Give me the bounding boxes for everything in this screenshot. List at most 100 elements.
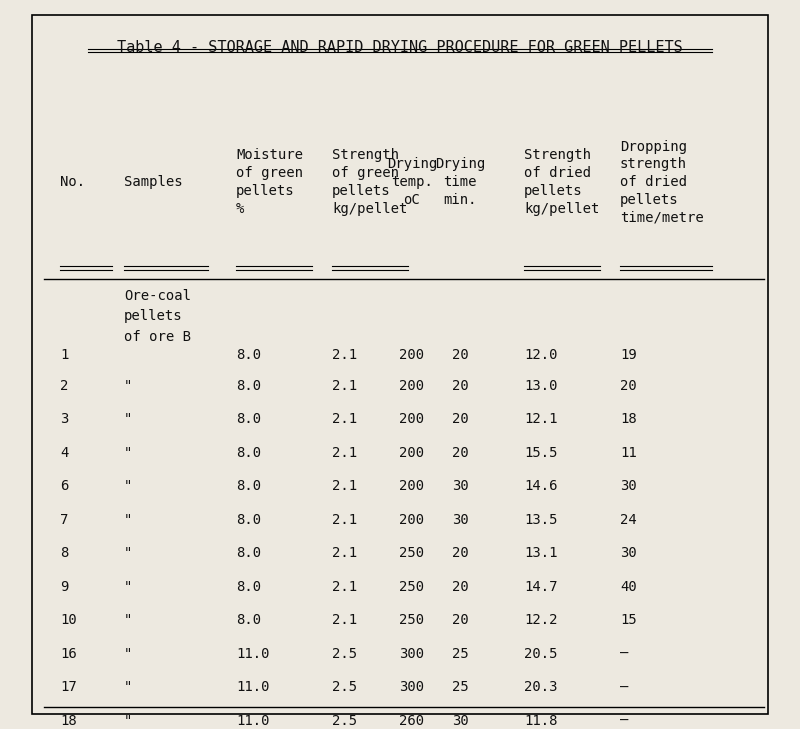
Text: Drying
time
min.: Drying time min. [435,157,485,207]
Text: ": " [124,546,132,561]
Text: 200: 200 [399,479,425,494]
Text: 20: 20 [452,378,468,393]
Text: 200: 200 [399,348,425,362]
Text: 260: 260 [399,714,425,728]
Text: 2: 2 [60,378,68,393]
Text: 200: 200 [399,412,425,426]
Text: Table 4 - STORAGE AND RAPID DRYING PROCEDURE FOR GREEN PELLETS: Table 4 - STORAGE AND RAPID DRYING PROCE… [117,40,683,55]
Text: 11.8: 11.8 [524,714,558,728]
Text: 30: 30 [452,512,468,527]
Text: 13.1: 13.1 [524,546,558,561]
Text: 2.5: 2.5 [332,714,357,728]
Text: 12.2: 12.2 [524,613,558,628]
Text: 24: 24 [620,512,637,527]
Text: ": " [124,512,132,527]
Text: 8.0: 8.0 [236,546,261,561]
Text: Dropping
strength
of dried
pellets
time/metre: Dropping strength of dried pellets time/… [620,139,704,225]
Text: 2.1: 2.1 [332,580,357,594]
Text: 2.5: 2.5 [332,647,357,661]
Text: ": " [124,714,132,728]
Text: 30: 30 [452,479,468,494]
Text: 25: 25 [452,647,468,661]
Text: 2.1: 2.1 [332,445,357,460]
Text: 15: 15 [620,613,637,628]
Text: 13.0: 13.0 [524,378,558,393]
Text: 2.1: 2.1 [332,412,357,426]
Text: 250: 250 [399,546,425,561]
Text: 2.1: 2.1 [332,479,357,494]
Text: 8.0: 8.0 [236,348,261,362]
Text: 4: 4 [60,445,68,460]
Text: 2.1: 2.1 [332,613,357,628]
Text: Strength
of dried
pellets
kg/pellet: Strength of dried pellets kg/pellet [524,149,599,216]
Text: 20.3: 20.3 [524,680,558,695]
Text: 20: 20 [452,412,468,426]
Text: 20: 20 [620,378,637,393]
Text: 250: 250 [399,580,425,594]
Text: No.: No. [60,175,85,190]
Text: Moisture
of green
pellets
%: Moisture of green pellets % [236,149,303,216]
Text: 30: 30 [620,546,637,561]
Text: 8.0: 8.0 [236,613,261,628]
Text: Samples: Samples [124,175,182,190]
Text: ": " [124,412,132,426]
Text: 16: 16 [60,647,77,661]
Text: ": " [124,647,132,661]
Text: 10: 10 [60,613,77,628]
Text: 2.1: 2.1 [332,546,357,561]
Text: 2.1: 2.1 [332,378,357,393]
Text: 13.5: 13.5 [524,512,558,527]
Text: 7: 7 [60,512,68,527]
Text: ": " [124,680,132,695]
Text: 2.1: 2.1 [332,512,357,527]
Text: Ore-coal
pellets
of ore B: Ore-coal pellets of ore B [124,289,191,344]
Text: 8.0: 8.0 [236,512,261,527]
Text: 18: 18 [60,714,77,728]
Text: 20: 20 [452,445,468,460]
Text: 20: 20 [452,613,468,628]
Text: 12.1: 12.1 [524,412,558,426]
Text: 2.5: 2.5 [332,680,357,695]
Text: ": " [124,378,132,393]
Text: 3: 3 [60,412,68,426]
Text: 8: 8 [60,546,68,561]
Text: ": " [124,613,132,628]
Text: 11.0: 11.0 [236,714,270,728]
Text: 20: 20 [452,546,468,561]
Text: —: — [620,680,628,695]
Text: —: — [620,714,628,728]
Text: 14.7: 14.7 [524,580,558,594]
Text: 300: 300 [399,647,425,661]
Text: —: — [620,647,628,661]
Text: 8.0: 8.0 [236,378,261,393]
Text: 250: 250 [399,613,425,628]
Text: 8.0: 8.0 [236,479,261,494]
Text: 30: 30 [620,479,637,494]
Text: 1: 1 [60,348,68,362]
Text: 30: 30 [452,714,468,728]
Text: 2.1: 2.1 [332,348,357,362]
Text: 9: 9 [60,580,68,594]
Text: 6: 6 [60,479,68,494]
Text: 18: 18 [620,412,637,426]
Text: ": " [124,479,132,494]
Text: 17: 17 [60,680,77,695]
Text: Strength
of green
pellets
kg/pellet: Strength of green pellets kg/pellet [332,149,407,216]
Text: 12.0: 12.0 [524,348,558,362]
Text: 11: 11 [620,445,637,460]
Text: Drying
temp.
oC: Drying temp. oC [387,157,437,207]
Text: 200: 200 [399,445,425,460]
Text: 19: 19 [620,348,637,362]
Text: 20: 20 [452,580,468,594]
Text: 300: 300 [399,680,425,695]
Text: 8.0: 8.0 [236,580,261,594]
Text: ": " [124,445,132,460]
Text: 20: 20 [452,348,468,362]
Text: 8.0: 8.0 [236,445,261,460]
Text: 25: 25 [452,680,468,695]
Text: 11.0: 11.0 [236,647,270,661]
Text: 15.5: 15.5 [524,445,558,460]
Text: 200: 200 [399,512,425,527]
Text: 8.0: 8.0 [236,412,261,426]
Text: 14.6: 14.6 [524,479,558,494]
